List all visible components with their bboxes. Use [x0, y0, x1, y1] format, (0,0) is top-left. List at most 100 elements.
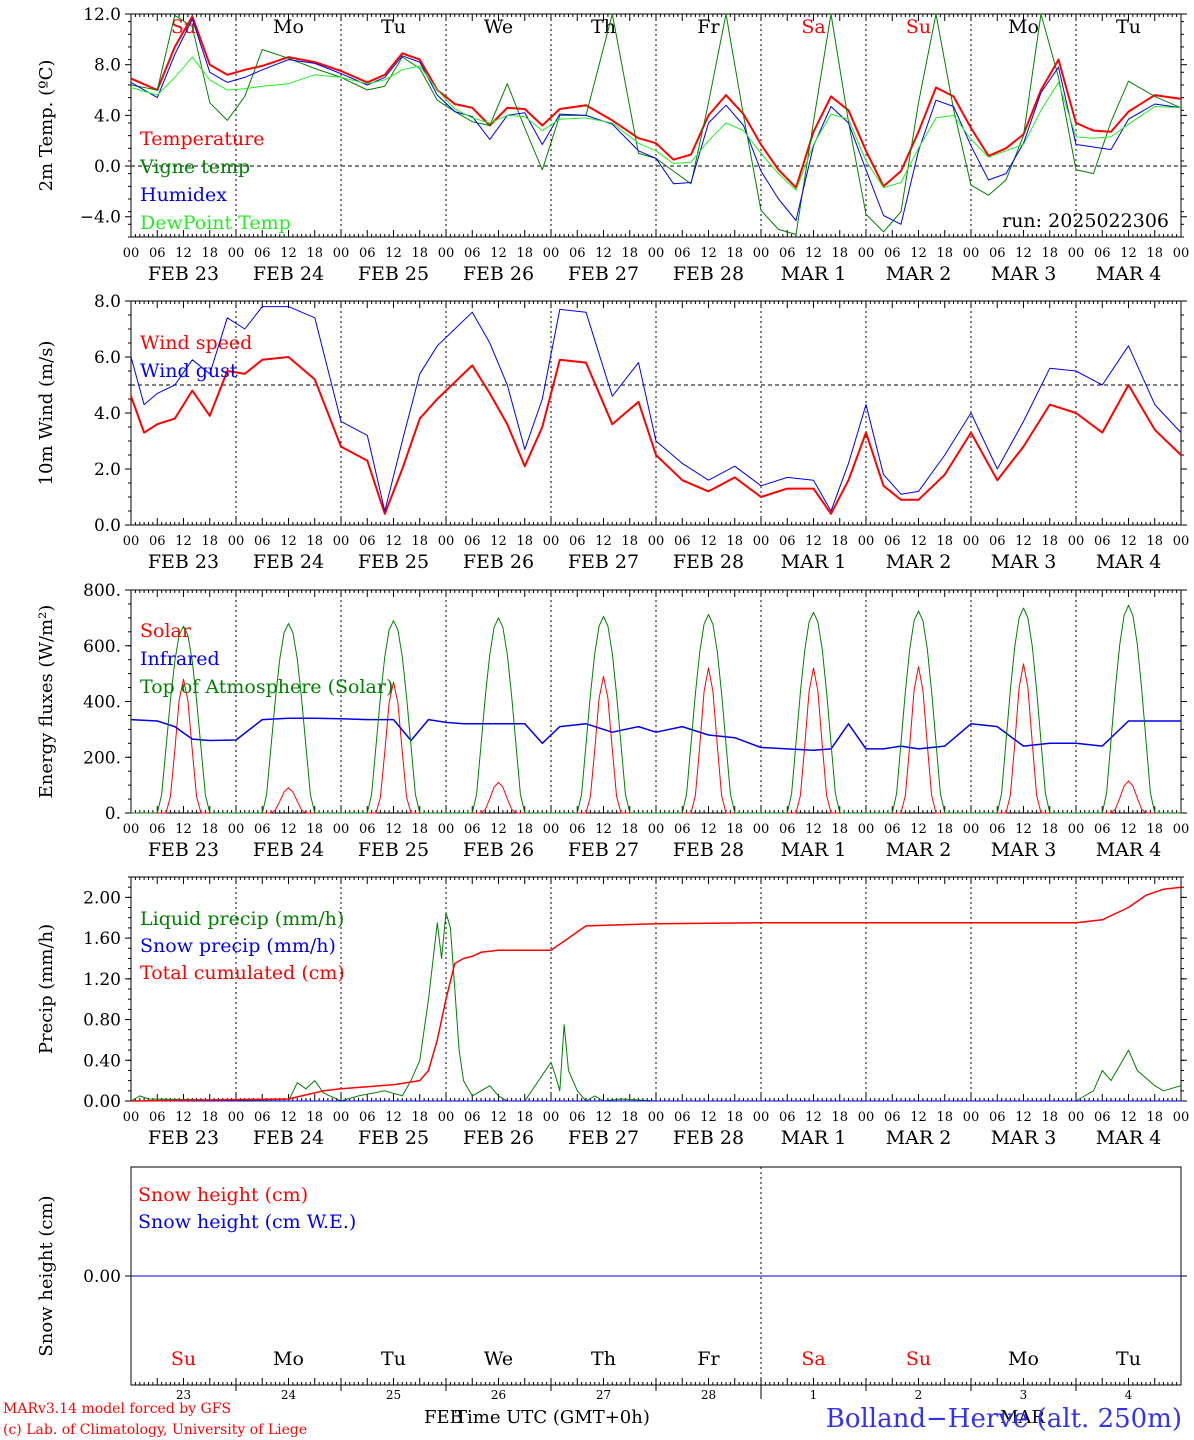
- model-credit: MARv3.14 model forced by GFS: [3, 1401, 231, 1417]
- hour-tick-label: 06: [254, 534, 271, 549]
- hour-tick-label: 12: [805, 534, 822, 549]
- hour-tick-label: 18: [411, 534, 428, 549]
- hour-tick-label: 06: [464, 534, 481, 549]
- hour-tick-label: 06: [989, 246, 1006, 261]
- hour-tick-label: 06: [254, 246, 271, 261]
- day-number-label: 26: [491, 1388, 506, 1402]
- hour-tick-label: 06: [779, 1110, 796, 1125]
- hour-tick-label: 06: [989, 534, 1006, 549]
- hour-tick-label: 06: [884, 534, 901, 549]
- hour-tick-label: 12: [595, 534, 612, 549]
- day-name-label: Tu: [381, 16, 406, 38]
- y-tick-label: 0.: [105, 804, 121, 824]
- legend-entry: Snow precip (mm/h): [140, 935, 336, 957]
- hour-tick-label: 06: [1094, 822, 1111, 837]
- hour-tick-label: 06: [464, 1110, 481, 1125]
- y-tick-label: −4.0: [80, 208, 121, 228]
- legend-entry: Top of Atmosphere (Solar): [140, 676, 393, 698]
- hour-tick-label: 18: [1041, 1110, 1058, 1125]
- month-right-label: MAR: [1000, 1407, 1045, 1428]
- hour-tick-label: 18: [621, 822, 638, 837]
- legend-entry: Temperature: [140, 128, 264, 150]
- hour-tick-label: 18: [306, 246, 323, 261]
- hour-tick-label: 12: [1120, 246, 1137, 261]
- hour-tick-label: 06: [779, 822, 796, 837]
- hour-tick-label: 18: [726, 1110, 743, 1125]
- hour-tick-label: 18: [306, 822, 323, 837]
- hour-tick-label: 06: [989, 822, 1006, 837]
- hour-tick-label: 12: [175, 822, 192, 837]
- date-label: FEB 26: [463, 839, 534, 861]
- series-total-cumulated-cm-: [130, 886, 1182, 1102]
- hour-tick-label: 06: [884, 822, 901, 837]
- hour-tick-label: 12: [280, 246, 297, 261]
- y-tick-label: 4.0: [94, 404, 121, 424]
- hour-tick-label: 06: [149, 1110, 166, 1125]
- y-tick-label: 0.0: [94, 516, 121, 536]
- hour-tick-label: 00: [648, 534, 665, 549]
- hour-tick-label: 00: [333, 1110, 350, 1125]
- day-number-label: 2: [915, 1388, 923, 1402]
- hour-tick-label: 06: [779, 534, 796, 549]
- hour-tick-label: 12: [1015, 246, 1032, 261]
- date-label: MAR 3: [991, 1127, 1057, 1149]
- hour-tick-label: 18: [1146, 246, 1163, 261]
- date-label: MAR 1: [781, 263, 847, 285]
- hour-tick-label: 12: [385, 246, 402, 261]
- lab-credit: (c) Lab. of Climatology, University of L…: [3, 1422, 307, 1438]
- day-name-label: Mo: [273, 16, 304, 38]
- y-tick-label: 2.00: [83, 888, 121, 908]
- panel-flux: 800. 600. 400. 200. 0. Energy fluxes (W/m²) 00…: [36, 581, 1189, 861]
- hour-tick-label: 00: [228, 822, 245, 837]
- series-humidex: [130, 18, 1182, 225]
- hour-tick-label: 06: [569, 246, 586, 261]
- date-label: FEB 23: [148, 263, 219, 285]
- hour-tick-label: 06: [254, 822, 271, 837]
- date-label: FEB 28: [673, 551, 744, 573]
- hour-tick-label: 00: [963, 534, 980, 549]
- day-name-label: Mo: [273, 1348, 304, 1370]
- hour-tick-label: 18: [1041, 822, 1058, 837]
- hour-tick-label: 00: [333, 246, 350, 261]
- date-label: FEB 25: [358, 839, 429, 861]
- meteogram-panels: 12.08.04.00.0−4.02m Temp. (ºC)00 06 12 18FE…: [36, 5, 1189, 1402]
- hour-tick-label: 18: [621, 1110, 638, 1125]
- date-label: FEB 27: [568, 1127, 639, 1149]
- hour-tick-label: 18: [516, 534, 533, 549]
- legend-entry: Liquid precip (mm/h): [140, 908, 344, 930]
- hour-tick-label: 18: [1146, 822, 1163, 837]
- hour-tick-label: 00: [963, 822, 980, 837]
- footer: MARv3.14 model forced by GFS (c) Lab. of…: [3, 1401, 1182, 1438]
- legend-entry: Total cumulated (cm): [140, 962, 345, 984]
- y-tick-label: 2.0: [94, 460, 121, 480]
- hour-tick-label: 18: [411, 822, 428, 837]
- hour-tick-label: 12: [1015, 822, 1032, 837]
- hour-tick-label: 06: [1094, 1110, 1111, 1125]
- hour-tick-label: 06: [464, 822, 481, 837]
- series-liquid-precip-mm-h-: [130, 912, 1182, 1102]
- hour-tick-label: 12: [910, 246, 927, 261]
- hour-tick-label: 06: [359, 534, 376, 549]
- y-axis-label: Snow height (cm): [36, 1195, 57, 1356]
- hour-tick-label: 06: [569, 534, 586, 549]
- hour-tick-label: 12: [1015, 1110, 1032, 1125]
- date-label: MAR 3: [991, 551, 1057, 573]
- day-number-label: 24: [281, 1388, 297, 1402]
- hour-tick-label: 18: [831, 534, 848, 549]
- legend-entry: Infrared: [140, 648, 220, 670]
- day-name-label: Tu: [1116, 16, 1141, 38]
- hour-tick-label: 12: [490, 246, 507, 261]
- y-tick-label: 0.00: [83, 1092, 121, 1112]
- date-label: MAR 1: [781, 551, 847, 573]
- day-number-label: 27: [596, 1388, 611, 1402]
- hour-tick-label: 06: [359, 246, 376, 261]
- day-name-label: We: [484, 16, 513, 38]
- hour-tick-label: 12: [490, 822, 507, 837]
- hour-tick-label: 06: [674, 1110, 691, 1125]
- hour-tick-label: 18: [516, 246, 533, 261]
- hour-tick-label: 00: [438, 1110, 455, 1125]
- date-label: FEB 25: [358, 263, 429, 285]
- day-number-label: 23: [176, 1388, 191, 1402]
- y-tick-label: 8.0: [94, 56, 121, 76]
- series-vigne-temp: [130, 13, 1182, 235]
